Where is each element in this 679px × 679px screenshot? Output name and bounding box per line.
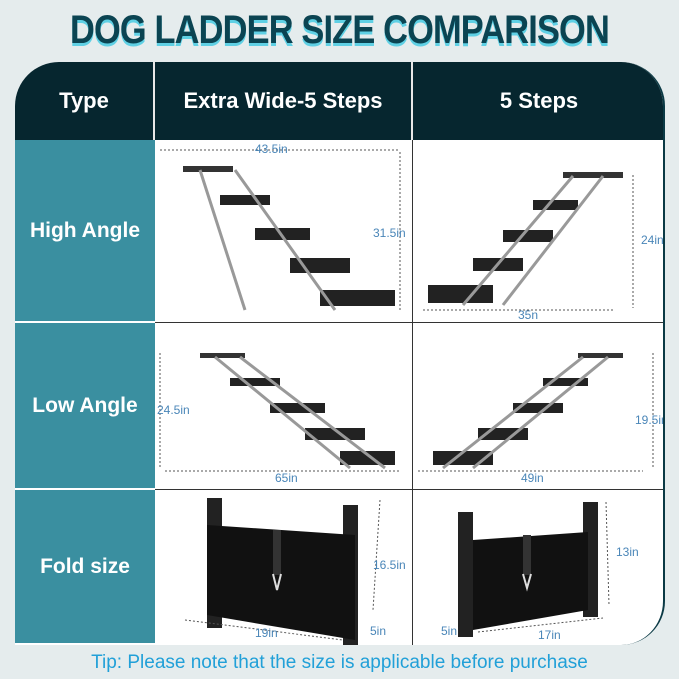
row-label-fold-size: Fold size bbox=[15, 490, 155, 645]
tip-note: Tip: Please note that the size is applic… bbox=[91, 652, 588, 673]
header-5-steps: 5 Steps bbox=[499, 88, 579, 113]
ladder-illustration bbox=[160, 149, 401, 311]
ladder-illustration bbox=[423, 172, 634, 311]
header-type: Type bbox=[15, 62, 155, 140]
image-low-angle-5-steps: 19.5in 49in bbox=[413, 323, 665, 490]
ladder-illustration bbox=[159, 353, 400, 472]
image-fold-5-steps: 17in 13in 5in bbox=[413, 490, 663, 645]
dimension-width: 49in bbox=[521, 471, 544, 485]
dimension-width: 19in bbox=[255, 626, 278, 640]
fold-illustration bbox=[458, 501, 610, 637]
header-extra-wide: Extra Wide-5 Steps bbox=[155, 62, 413, 140]
comparison-table: Type Extra Wide-5 Steps 5 Steps High Ang… bbox=[15, 62, 665, 645]
dimension-height: 24.5in bbox=[157, 403, 190, 417]
dimension-height: 31.5in bbox=[373, 226, 406, 240]
image-high-angle-5-steps: 35n 24in bbox=[413, 140, 664, 323]
dimension-height: 13in bbox=[616, 545, 639, 559]
dimension-width: 65in bbox=[275, 471, 298, 485]
row-label-low-angle: Low Angle bbox=[15, 323, 155, 490]
image-low-angle-extra-wide: 24.5in 65in bbox=[155, 323, 413, 490]
dimension-width: 43.5in bbox=[255, 142, 288, 156]
table-header: Type Extra Wide-5 Steps 5 Steps bbox=[15, 62, 663, 140]
dimension-height: 24in bbox=[641, 233, 664, 247]
dimension-width: 17in bbox=[538, 628, 561, 642]
image-fold-extra-wide: 19in 16.5in 5in bbox=[155, 490, 413, 645]
dimension-depth: 5in bbox=[441, 624, 458, 638]
dimension-height: 16.5in bbox=[373, 558, 406, 572]
page-title: DOG LADDER SIZE COMPARISON bbox=[70, 8, 610, 52]
row-label-high-angle: High Angle bbox=[15, 140, 155, 323]
image-high-angle-extra-wide: 43.5in 31.5in bbox=[155, 140, 413, 323]
ladder-illustration bbox=[418, 353, 654, 472]
fold-illustration bbox=[184, 498, 381, 645]
dimension-width: 35n bbox=[518, 308, 539, 322]
dimension-height: 19.5in bbox=[635, 413, 665, 427]
dimension-depth: 5in bbox=[370, 624, 387, 638]
